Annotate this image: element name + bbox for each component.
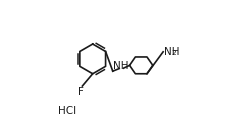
Text: F: F bbox=[78, 87, 84, 97]
Text: NH: NH bbox=[113, 61, 128, 71]
Text: 2: 2 bbox=[172, 50, 177, 56]
Text: NH: NH bbox=[164, 47, 179, 57]
Text: HCl: HCl bbox=[58, 106, 76, 116]
